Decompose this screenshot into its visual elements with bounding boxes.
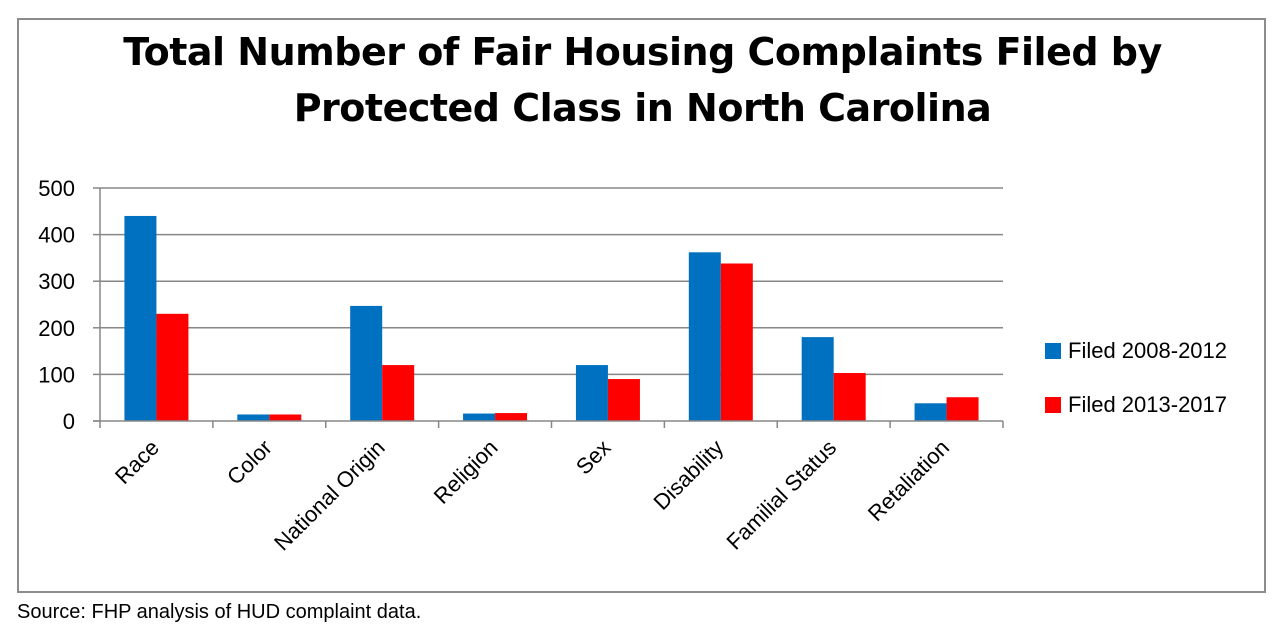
legend-swatch-series-2: [1045, 397, 1061, 413]
y-tick-label-200: 200: [38, 316, 75, 341]
legend-label-series-2: Filed 2013-2017: [1068, 392, 1228, 417]
x-tick-label-disability: Disability: [648, 435, 728, 515]
y-tick-label-400: 400: [38, 223, 75, 248]
x-tick-label-race: Race: [110, 435, 164, 489]
x-tick-label-national-origin: National Origin: [269, 435, 390, 556]
y-tick-label-300: 300: [38, 269, 75, 294]
chart-legend: Filed 2008-2012 Filed 2013-2017: [1045, 338, 1227, 446]
bar-retaliation-series-1: [914, 403, 947, 421]
x-tick-label-retaliation: Retaliation: [863, 435, 954, 526]
legend-swatch-series-1: [1045, 343, 1061, 359]
bar-color-series-1: [237, 414, 270, 421]
bar-sex-series-2: [607, 379, 640, 421]
y-tick-label-0: 0: [63, 409, 75, 434]
bar-race-series-1: [124, 215, 157, 421]
bar-sex-series-1: [575, 365, 608, 421]
bar-disability-series-1: [688, 252, 721, 421]
bar-retaliation-series-2: [946, 397, 979, 421]
source-note: Source: FHP analysis of HUD complaint da…: [17, 601, 422, 623]
bar-religion-series-1: [463, 413, 496, 421]
legend-item-series-1: Filed 2008-2012: [1045, 338, 1227, 364]
chart-title: Total Number of Fair Housing Complaints …: [0, 24, 1285, 136]
y-tick-label-100: 100: [38, 362, 75, 387]
legend-item-series-2: Filed 2013-2017: [1045, 392, 1227, 418]
bar-religion-series-2: [495, 413, 528, 421]
chart-title-line-2: Protected Class in North Carolina: [293, 86, 992, 130]
x-tick-label-religion: Religion: [429, 435, 503, 509]
bar-race-series-2: [156, 313, 189, 421]
legend-label-series-1: Filed 2008-2012: [1068, 338, 1228, 363]
bar-national-origin-series-2: [382, 365, 415, 421]
bar-national-origin-series-1: [350, 305, 383, 421]
bar-color-series-2: [269, 414, 302, 421]
x-tick-label-color: Color: [222, 435, 277, 490]
chart-frame: [17, 18, 1266, 593]
x-tick-label-familial-status: Familial Status: [722, 435, 842, 555]
y-tick-label-500: 500: [38, 176, 75, 201]
bar-disability-series-2: [720, 263, 753, 421]
bar-familial-status-series-1: [801, 337, 834, 421]
x-tick-label-sex: Sex: [571, 435, 615, 479]
chart-title-line-1: Total Number of Fair Housing Complaints …: [123, 30, 1162, 74]
bar-familial-status-series-2: [833, 373, 866, 421]
